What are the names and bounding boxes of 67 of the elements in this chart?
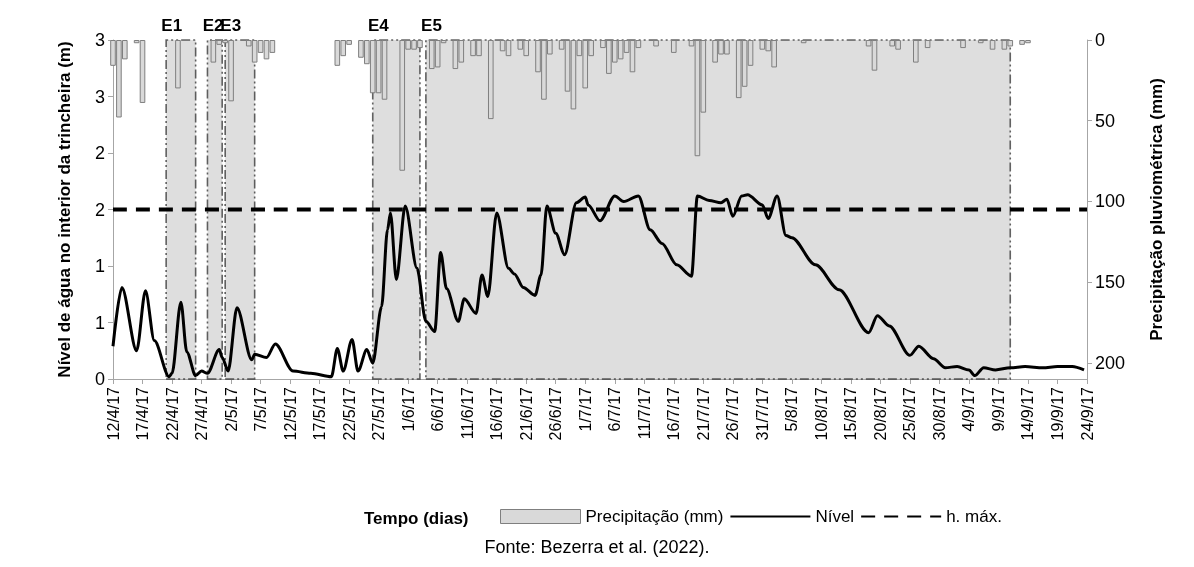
legend-label: h. máx. — [946, 507, 1002, 526]
x-tick-label: 12/4/17 — [104, 386, 122, 441]
x-tick-label: 16/6/17 — [488, 386, 506, 441]
bar — [670, 40, 677, 53]
source-note: Fonte: Bezerra et al. (2022). — [484, 537, 710, 557]
x-tick-label: 19/9/17 — [1048, 386, 1066, 441]
y-tick-label: 3 — [94, 30, 105, 50]
x-tick-label: 30/8/17 — [930, 386, 948, 441]
band-label: E1 — [161, 16, 183, 36]
x-tick-label: 15/8/17 — [842, 386, 860, 441]
x-tick-label: 17/5/17 — [311, 386, 329, 441]
band-label: E3 — [220, 16, 242, 36]
y-tick-label: 1 — [94, 256, 105, 276]
x-tick-label: 27/5/17 — [370, 386, 388, 441]
x-tick-label: 20/8/17 — [871, 386, 889, 441]
x-tick-label: 1/6/17 — [399, 386, 417, 432]
x-tick-label: 6/7/17 — [606, 386, 624, 432]
bar — [653, 40, 659, 47]
y2-axis-title: Precipitação pluviométrica (mm) — [1146, 78, 1166, 341]
x-tick-label: 10/8/17 — [812, 386, 830, 441]
x-tick-label: 21/6/17 — [517, 386, 535, 441]
y2-tick-label: 200 — [1095, 352, 1126, 373]
bar — [487, 40, 494, 120]
x-tick-label: 26/7/17 — [724, 386, 742, 441]
x-tick-label: 16/7/17 — [665, 386, 683, 441]
x-tick-label: 22/4/17 — [163, 386, 181, 441]
bar — [924, 40, 931, 49]
x-tick-label: 21/7/17 — [694, 386, 712, 441]
x-tick-label: 27/4/17 — [193, 386, 211, 441]
x-tick-label: 6/6/17 — [429, 386, 447, 432]
x-tick-label: 24/9/17 — [1078, 386, 1096, 441]
y2-tick-label: 0 — [1095, 30, 1106, 50]
y-tick-label: 0 — [94, 369, 105, 389]
y-axis-title: Nível de água no interior da trincheira (m) — [54, 41, 74, 378]
y2-tick-label: 50 — [1095, 110, 1116, 131]
x-tick-label: 1/7/17 — [576, 386, 594, 432]
x-tick-label: 4/9/17 — [960, 386, 978, 432]
bar — [175, 40, 181, 89]
x-tick-label: 7/5/17 — [252, 386, 270, 432]
y-tick-label: 2 — [94, 199, 105, 220]
y2-tick-label: 100 — [1095, 191, 1126, 212]
x-tick-label: 9/9/17 — [989, 386, 1007, 432]
bar — [989, 40, 996, 50]
x-axis-title: Tempo (dias) — [364, 509, 469, 528]
x-tick-label: 22/5/17 — [340, 386, 358, 441]
x-tick-label: 25/8/17 — [901, 386, 919, 441]
bar — [800, 40, 807, 44]
legend-label: Nível — [815, 507, 855, 526]
x-tick-label: 31/7/17 — [753, 386, 771, 441]
x-tick-label: 5/8/17 — [783, 386, 801, 432]
x-tick-label: 12/5/17 — [281, 386, 299, 441]
bar — [913, 40, 919, 63]
x-tick-label: 11/6/17 — [458, 386, 476, 440]
x-tick-label: 17/4/17 — [134, 386, 152, 441]
x-tick-label: 11/7/17 — [635, 386, 653, 440]
bar — [960, 40, 966, 49]
y-tick-label: 2 — [94, 143, 105, 163]
bar — [977, 40, 984, 44]
band-label: E5 — [421, 16, 442, 36]
x-tick-label: 14/9/17 — [1019, 386, 1037, 441]
legend-label: Precipitação (mm) — [585, 507, 724, 526]
x-tick-label: 2/5/17 — [222, 386, 240, 432]
y2-tick-label: 150 — [1095, 272, 1126, 293]
x-tick-label: 26/6/17 — [547, 386, 565, 441]
y-tick-label: 1 — [94, 312, 105, 333]
band-label: E4 — [367, 16, 390, 36]
y-tick-label: 3 — [94, 86, 105, 107]
